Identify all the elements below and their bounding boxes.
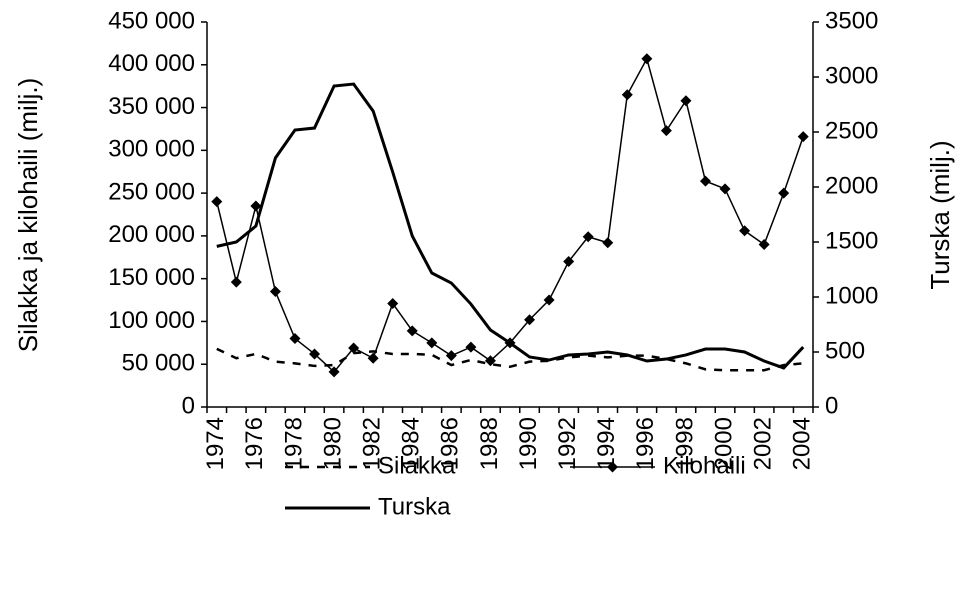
marker — [543, 294, 555, 306]
marker — [367, 352, 379, 364]
marker — [778, 187, 790, 199]
marker — [641, 53, 653, 65]
x-tick-label: 2004 — [789, 417, 816, 470]
marker — [328, 366, 340, 378]
y2-tick-label: 2500 — [825, 117, 878, 144]
x-tick-label: 2000 — [710, 417, 737, 470]
marker — [563, 256, 575, 268]
marker — [387, 297, 399, 309]
y2-tick-label: 3000 — [825, 62, 878, 89]
marker — [406, 325, 418, 337]
series-line — [216, 82, 805, 370]
x-tick-label: 1976 — [241, 417, 268, 470]
x-tick-label: 1988 — [476, 417, 503, 470]
y-tick-label: 100 000 — [108, 307, 195, 334]
x-tick-label: 1984 — [398, 417, 425, 470]
x-tick-label: 1992 — [554, 417, 581, 470]
y2-tick-label: 1000 — [825, 282, 878, 309]
x-tick-label: 1986 — [437, 417, 464, 470]
marker — [465, 341, 477, 353]
marker — [797, 131, 809, 143]
y2-tick-label: 0 — [825, 392, 838, 419]
x-tick-label: 1982 — [359, 417, 386, 470]
y-tick-label: 300 000 — [108, 136, 195, 163]
marker — [309, 348, 321, 360]
marker — [582, 231, 594, 243]
y-tick-label: 150 000 — [108, 264, 195, 291]
marker — [250, 200, 262, 212]
y-tick-label: 250 000 — [108, 178, 195, 205]
marker — [269, 286, 281, 297]
legend-label: Kilohaili — [663, 452, 746, 479]
y-tick-label: 350 000 — [108, 93, 195, 120]
legend-label: Silakka — [378, 452, 456, 479]
legend-label: Turska — [378, 493, 451, 520]
marker — [699, 175, 711, 187]
legend-marker — [607, 461, 618, 473]
y-tick-label: 0 — [182, 392, 195, 419]
y2-tick-label: 3500 — [825, 7, 878, 34]
marker — [602, 237, 614, 249]
x-tick-label: 1974 — [202, 417, 229, 470]
y2-axis-title: Turska (milj.) — [925, 140, 955, 289]
y-tick-label: 450 000 — [108, 7, 195, 34]
marker — [524, 314, 536, 326]
marker — [484, 355, 496, 367]
y-tick-label: 200 000 — [108, 221, 195, 248]
x-tick-label: 1978 — [280, 417, 307, 470]
marker — [426, 337, 438, 349]
marker — [348, 342, 360, 354]
y2-tick-label: 1500 — [825, 227, 878, 254]
marker — [660, 125, 672, 137]
marker — [719, 183, 731, 195]
x-tick-label: 1980 — [319, 417, 346, 470]
marker — [621, 89, 633, 101]
marker — [739, 225, 751, 237]
x-tick-label: 1998 — [671, 417, 698, 470]
marker — [680, 95, 692, 107]
x-tick-label: 1996 — [632, 417, 659, 470]
x-tick-label: 1990 — [515, 417, 542, 470]
series-line — [216, 347, 804, 372]
y2-tick-label: 500 — [825, 337, 865, 364]
y2-tick-label: 2000 — [825, 172, 878, 199]
y-tick-label: 50 000 — [122, 350, 195, 377]
x-tick-label: 1994 — [593, 417, 620, 470]
marker — [289, 333, 301, 345]
y-axis-title: Silakka ja kilohaili (milj.) — [13, 78, 43, 353]
series-line — [216, 56, 804, 374]
y-tick-label: 400 000 — [108, 50, 195, 77]
x-tick-label: 2002 — [749, 417, 776, 470]
marker — [445, 350, 457, 362]
marker — [211, 196, 223, 208]
marker — [230, 276, 242, 288]
marker — [758, 238, 770, 250]
